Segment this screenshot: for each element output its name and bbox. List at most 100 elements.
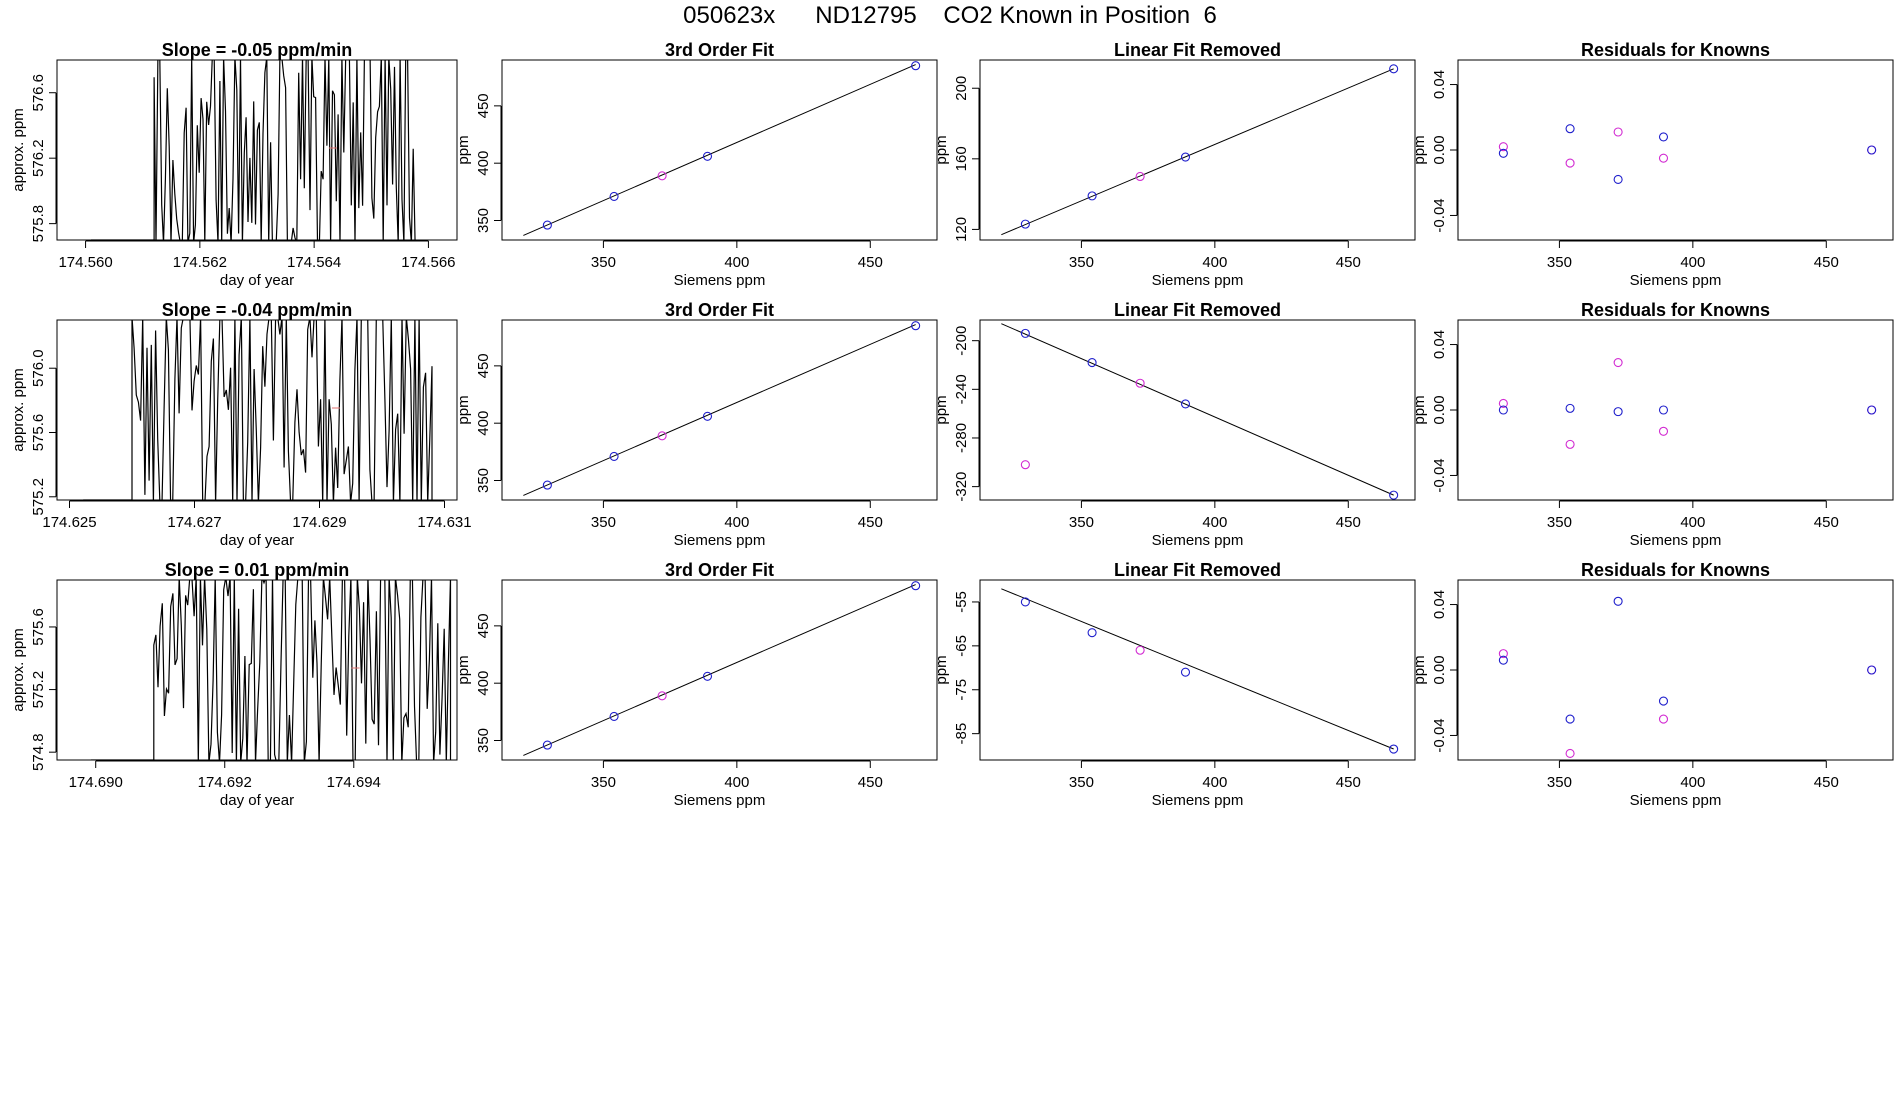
y-axis-label: ppm bbox=[1411, 135, 1428, 164]
y-tick-label: 576.6 bbox=[30, 74, 47, 112]
y-tick-label: 350 bbox=[475, 208, 492, 233]
data-point-blue bbox=[1087, 628, 1097, 638]
y-tick-label: 450 bbox=[475, 353, 492, 378]
y-tick-label: -240 bbox=[953, 374, 970, 404]
y-tick-label: -75 bbox=[953, 679, 970, 701]
x-axis: 174.560 174.562 174.564 174.566 day of year bbox=[58, 240, 456, 289]
x-tick-label: 350 bbox=[1547, 254, 1572, 271]
x-tick-label: 174.566 bbox=[401, 254, 455, 271]
y-tick-label: -320 bbox=[953, 472, 970, 502]
y-axis-label: ppm bbox=[933, 135, 950, 164]
data-point-blue bbox=[702, 671, 713, 681]
data-point-blue bbox=[1613, 407, 1623, 417]
y-tick-label: -55 bbox=[953, 591, 970, 613]
panel-title: 3rd Order Fit bbox=[665, 300, 774, 320]
data-point-blue bbox=[542, 480, 552, 490]
y-tick-label: 0.04 bbox=[1431, 590, 1448, 619]
plot-frame bbox=[979, 579, 1416, 761]
y-axis: -0.04 0.00 0.04 ppm bbox=[1411, 590, 1458, 753]
data-point-blue bbox=[1020, 219, 1030, 229]
x-axis-label: Siemens ppm bbox=[1630, 272, 1722, 289]
x-tick-label: 174.560 bbox=[58, 254, 112, 271]
data-point-blue bbox=[1613, 174, 1623, 185]
y-tick-label: 575.6 bbox=[30, 414, 47, 452]
panel-3-3: Linear Fit Removed 350 400 450 Siemens ppm -8… bbox=[933, 560, 1416, 809]
x-axis: 350 400 450 Siemens ppm bbox=[591, 240, 883, 289]
fit-line bbox=[1001, 323, 1394, 496]
y-tick-label: -0.04 bbox=[1431, 718, 1448, 752]
y-tick-label: 575.2 bbox=[30, 671, 47, 709]
plot-frame bbox=[501, 59, 938, 241]
panel-title: Residuals for Knowns bbox=[1581, 300, 1770, 320]
y-tick-label: 200 bbox=[953, 76, 970, 101]
y-tick-label: 160 bbox=[953, 146, 970, 171]
y-axis: -320 -280 -240 -200 ppm bbox=[933, 326, 980, 502]
data-point-magenta bbox=[657, 171, 667, 181]
y-axis-label: ppm bbox=[455, 135, 472, 164]
data-point-magenta bbox=[1658, 426, 1669, 436]
x-tick-label: 174.692 bbox=[198, 774, 252, 791]
x-axis-label: day of year bbox=[220, 792, 294, 809]
x-tick-label: 350 bbox=[1547, 774, 1572, 791]
panel-1-2: 3rd Order Fit 350 400 450 Siemens ppm 350 400 4… bbox=[455, 40, 938, 289]
y-tick-label: 450 bbox=[475, 93, 492, 118]
figure-title: 050623x ND12795 CO2 Known in Position 6 bbox=[683, 2, 1217, 29]
x-axis: 174.625 174.627 174.629 174.631 day of year bbox=[42, 500, 472, 549]
x-tick-label: 400 bbox=[1202, 254, 1227, 271]
panel-2-3: Linear Fit Removed 350 400 450 Siemens ppm -3… bbox=[933, 300, 1416, 549]
plot-frame bbox=[56, 319, 458, 501]
x-axis-label: Siemens ppm bbox=[1152, 272, 1244, 289]
trace-line bbox=[90, 580, 452, 760]
data-point-blue bbox=[702, 411, 713, 421]
panel-2-2: 3rd Order Fit 350 400 450 Siemens ppm 350 400 4… bbox=[455, 300, 938, 549]
y-tick-label: 400 bbox=[475, 671, 492, 696]
data-point-blue bbox=[1867, 665, 1877, 675]
x-tick-label: 174.627 bbox=[167, 514, 221, 531]
fit-line bbox=[523, 324, 916, 496]
plot-frame bbox=[1457, 319, 1894, 501]
y-tick-label: 0.00 bbox=[1431, 135, 1448, 164]
data-point-blue bbox=[1658, 132, 1669, 142]
data-point-blue bbox=[1180, 152, 1191, 162]
plot-area bbox=[1498, 357, 1877, 449]
x-tick-label: 450 bbox=[1336, 254, 1361, 271]
data-point-blue bbox=[1389, 744, 1399, 754]
x-axis-label: Siemens ppm bbox=[674, 792, 766, 809]
panel-title: Residuals for Knowns bbox=[1581, 40, 1770, 60]
y-tick-label: 0.04 bbox=[1431, 330, 1448, 359]
x-tick-label: 350 bbox=[1547, 514, 1572, 531]
panel-title: Slope = 0.01 ppm/min bbox=[165, 560, 350, 580]
panel-3-2: 3rd Order Fit 350 400 450 Siemens ppm 350 400 4… bbox=[455, 560, 938, 809]
data-point-magenta bbox=[1498, 398, 1508, 409]
plot-area bbox=[91, 60, 418, 240]
data-point-blue bbox=[1498, 655, 1508, 665]
y-tick-label: 0.00 bbox=[1431, 395, 1448, 424]
x-tick-label: 350 bbox=[1069, 774, 1094, 791]
x-tick-label: 350 bbox=[591, 254, 616, 271]
panel-title: Linear Fit Removed bbox=[1114, 300, 1281, 320]
x-tick-label: 174.564 bbox=[287, 254, 341, 271]
data-point-magenta bbox=[1565, 748, 1575, 759]
x-tick-label: 174.625 bbox=[42, 514, 96, 531]
data-point-blue bbox=[911, 61, 921, 71]
panel-title: Slope = -0.05 ppm/min bbox=[162, 40, 353, 60]
data-point-magenta bbox=[657, 691, 667, 701]
y-tick-label: 575.8 bbox=[30, 205, 47, 243]
x-tick-label: 174.562 bbox=[173, 254, 227, 271]
panel-1-1: Slope = -0.05 ppm/min 174.560 174.562 174.5… bbox=[10, 40, 458, 289]
data-point-blue bbox=[1389, 64, 1399, 74]
x-tick-label: 400 bbox=[1202, 514, 1227, 531]
panel-2-4: Residuals for Knowns 350 400 450 Siemens ppm… bbox=[1411, 300, 1894, 549]
data-point-blue bbox=[911, 581, 921, 591]
fit-line bbox=[523, 64, 916, 236]
y-tick-label: 120 bbox=[953, 217, 970, 242]
plot-area bbox=[1001, 64, 1399, 236]
x-tick-label: 400 bbox=[724, 774, 749, 791]
y-axis: -0.04 0.00 0.04 ppm bbox=[1411, 70, 1458, 233]
data-point-blue bbox=[1020, 328, 1030, 338]
x-tick-label: 350 bbox=[1069, 254, 1094, 271]
y-axis-label: approx. ppm bbox=[10, 108, 27, 191]
